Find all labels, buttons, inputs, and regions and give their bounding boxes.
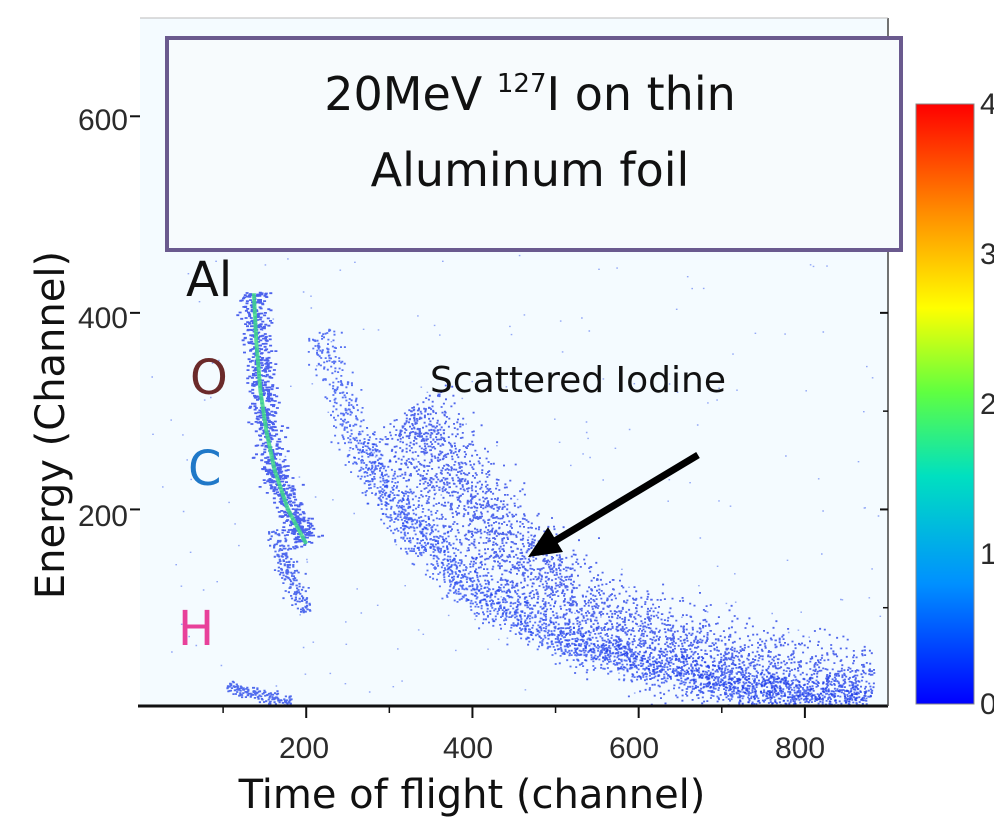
y-tick-label-600: 600 (78, 104, 128, 137)
title-box (165, 36, 903, 252)
element-label-o: O (190, 350, 228, 406)
colorbar-label-30: 30 (980, 238, 994, 271)
series-density-core (251, 293, 308, 545)
title-part-mass: 127 (497, 69, 547, 99)
y-axis-title: Energy (Channel) (28, 251, 74, 599)
colorbar (915, 103, 975, 705)
colorbar-label-20: 20 (980, 388, 994, 421)
chart-title-line1: 20MeV 127I on thin (324, 67, 736, 121)
title-part-energy: 20MeV (324, 67, 497, 121)
colorbar-label-0: 0 (980, 688, 994, 721)
x-tick-label-800: 800 (775, 732, 825, 765)
y-tick-label-200: 200 (78, 500, 128, 533)
title-part-rest: I on thin (547, 67, 736, 121)
colorbar-label-40: 40 (980, 88, 994, 121)
x-tick-label-200: 200 (279, 732, 329, 765)
series-points (372, 384, 876, 706)
x-axis-title: Time of flight (channel) (238, 772, 706, 818)
element-label-c: C (188, 441, 222, 497)
series-c (267, 529, 312, 614)
element-label-al: Al (186, 252, 232, 308)
annotation-arrow-shaft (546, 451, 700, 549)
element-label-h: H (178, 601, 214, 657)
series-scattered-iodine (372, 384, 876, 706)
chart-title-line2: Aluminum foil (371, 143, 690, 197)
x-tick-label-400: 400 (443, 732, 493, 765)
series-al (236, 291, 324, 550)
y-tick-label-400: 400 (78, 302, 128, 335)
background-counts (151, 240, 882, 701)
x-tick-label-600: 600 (609, 732, 659, 765)
series-points (267, 529, 312, 614)
annotation-scattered-iodine: Scattered Iodine (430, 360, 726, 401)
colorbar-label-10: 10 (980, 538, 994, 571)
annotation-arrow-head (528, 527, 563, 557)
